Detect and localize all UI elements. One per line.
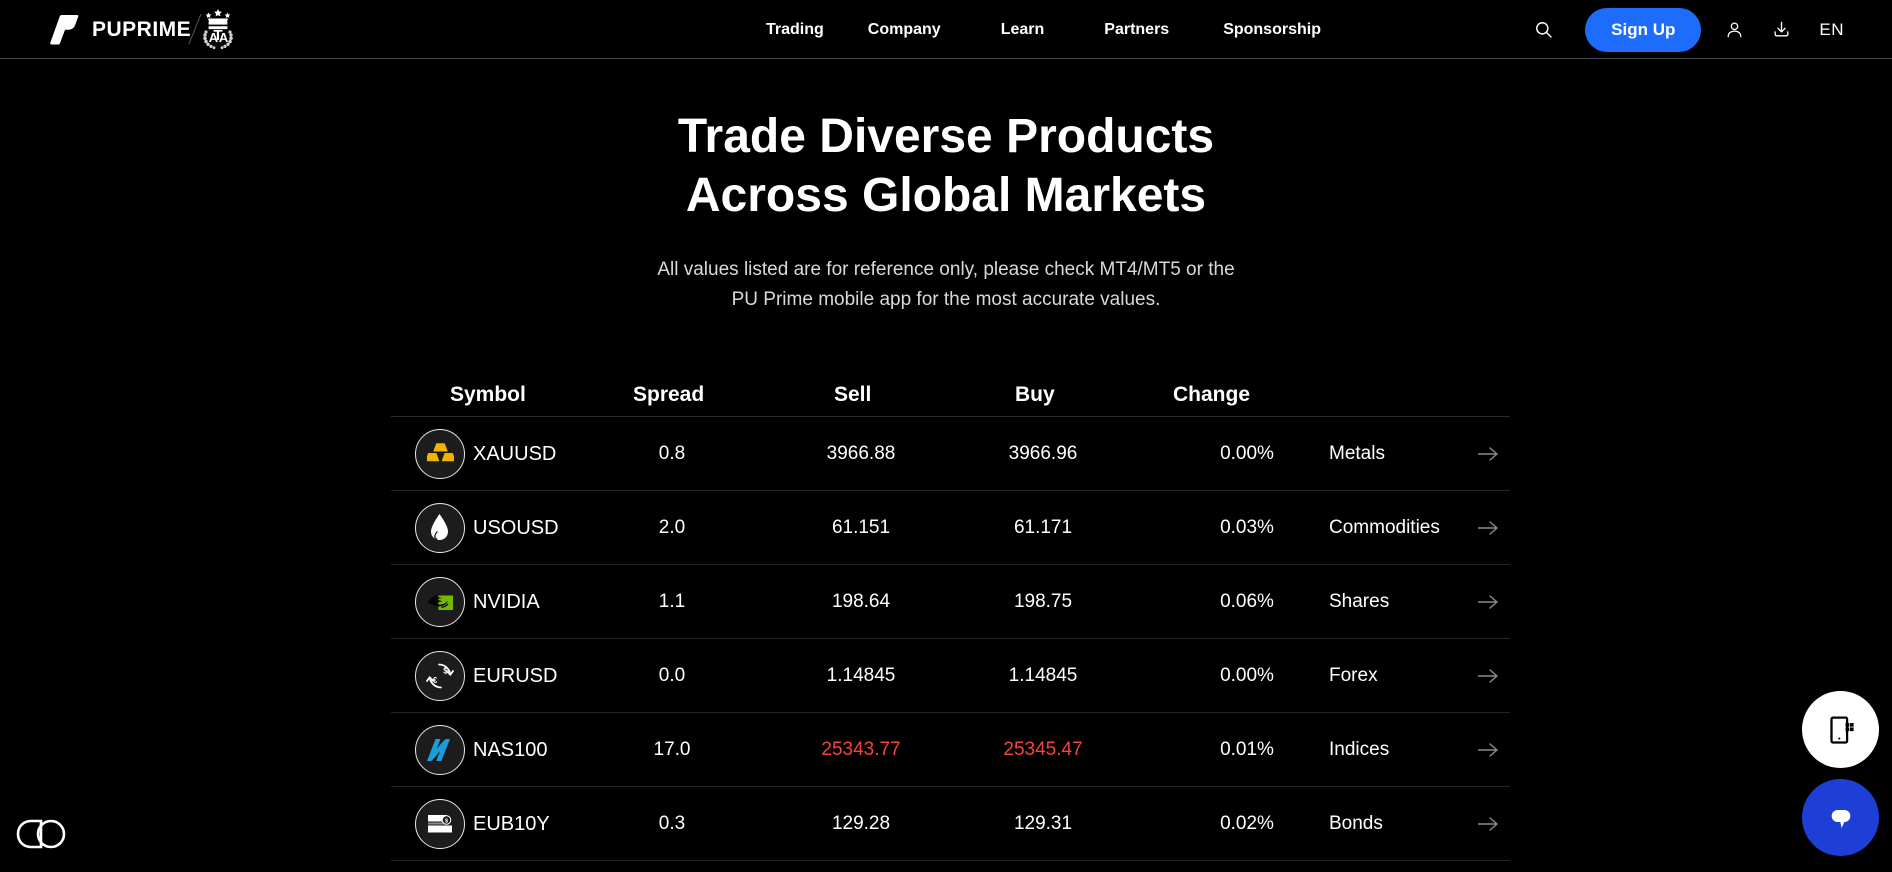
svg-text:€: €	[433, 676, 438, 685]
svg-text:$: $	[443, 667, 448, 676]
svg-text:$: $	[445, 818, 448, 824]
svg-text:T: T	[213, 27, 222, 44]
